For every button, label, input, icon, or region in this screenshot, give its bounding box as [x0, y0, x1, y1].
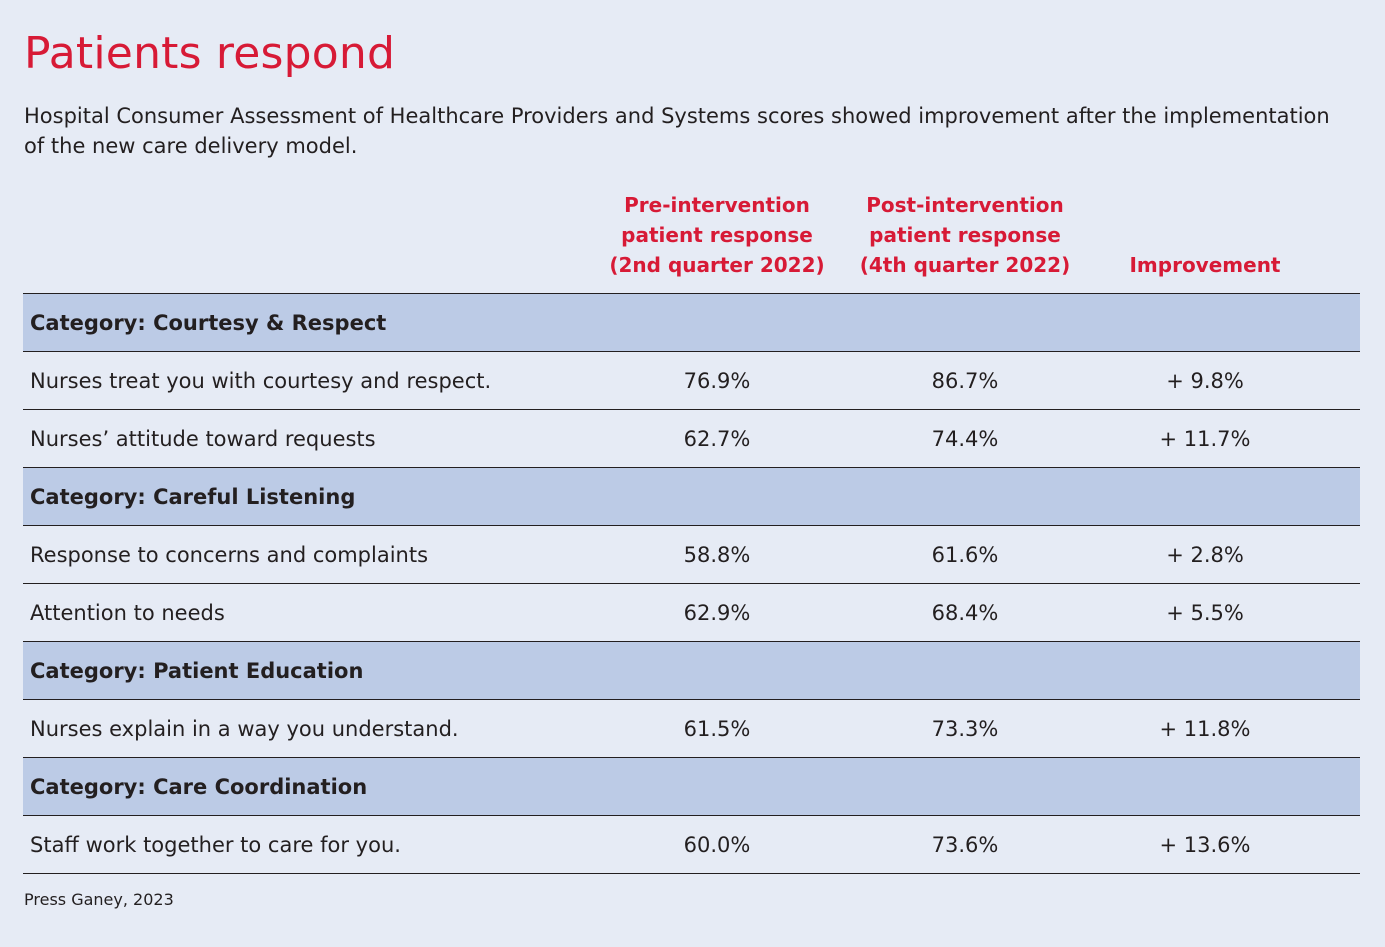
table-row: Staff work together to care for you. 60.…	[23, 816, 1360, 874]
column-header-post-intervention: Post-intervention patient response (4th …	[840, 190, 1090, 280]
column-header-pre-line-2: patient response	[621, 223, 813, 247]
measure-label: Nurses’ attitude toward requests	[30, 426, 376, 451]
category-label: Category: Courtesy & Respect	[30, 310, 387, 335]
post-value: 61.6%	[931, 542, 999, 567]
table-row: Nurses explain in a way you understand. …	[23, 700, 1360, 758]
pre-value: 62.7%	[683, 426, 751, 451]
post-value: 86.7%	[931, 368, 999, 393]
post-value: 74.4%	[931, 426, 999, 451]
post-value: 73.6%	[931, 832, 999, 857]
improvement-value: + 5.5%	[1166, 600, 1244, 625]
category-row-education: Category: Patient Education	[23, 642, 1360, 700]
measure-label: Nurses treat you with courtesy and respe…	[30, 368, 492, 393]
table-row: Attention to needs 62.9% 68.4% + 5.5%	[23, 584, 1360, 642]
improvement-value: + 2.8%	[1166, 542, 1244, 567]
pre-value: 58.8%	[683, 542, 751, 567]
improvement-value: + 11.8%	[1159, 716, 1251, 741]
column-header-pre-line-3: (2nd quarter 2022)	[609, 253, 825, 277]
measure-label: Nurses explain in a way you understand.	[30, 716, 459, 741]
measure-label: Staff work together to care for you.	[30, 832, 401, 857]
column-header-pre-line-1: Pre-intervention	[624, 193, 810, 217]
column-header-improvement: Improvement	[1080, 190, 1330, 280]
post-value: 68.4%	[931, 600, 999, 625]
measure-label: Response to concerns and complaints	[30, 542, 429, 567]
column-header-pre-intervention: Pre-intervention patient response (2nd q…	[592, 190, 842, 280]
page-title: Patients respond	[24, 28, 396, 79]
table-row: Response to concerns and complaints 58.8…	[23, 526, 1360, 584]
table-row: Nurses treat you with courtesy and respe…	[23, 352, 1360, 410]
column-header-post-line-1: Post-intervention	[866, 193, 1064, 217]
category-label: Category: Patient Education	[30, 658, 364, 683]
pre-value: 60.0%	[683, 832, 751, 857]
improvement-value: + 11.7%	[1159, 426, 1251, 451]
measure-label: Attention to needs	[30, 600, 225, 625]
source-credit: Press Ganey, 2023	[24, 890, 174, 909]
results-table: Category: Courtesy & Respect Nurses trea…	[23, 293, 1360, 874]
post-value: 73.3%	[931, 716, 999, 741]
category-row-listening: Category: Careful Listening	[23, 468, 1360, 526]
category-label: Category: Care Coordination	[30, 774, 368, 799]
page-subtitle: Hospital Consumer Assessment of Healthca…	[24, 104, 1330, 158]
pre-value: 62.9%	[683, 600, 751, 625]
column-header-post-line-2: patient response	[869, 223, 1061, 247]
category-label: Category: Careful Listening	[30, 484, 356, 509]
improvement-value: + 9.8%	[1166, 368, 1244, 393]
column-header-post-line-3: (4th quarter 2022)	[859, 253, 1071, 277]
improvement-value: + 13.6%	[1159, 832, 1251, 857]
column-header-improvement-label: Improvement	[1129, 253, 1281, 277]
pre-value: 76.9%	[683, 368, 751, 393]
table-row: Nurses’ attitude toward requests 62.7% 7…	[23, 410, 1360, 468]
pre-value: 61.5%	[683, 716, 751, 741]
category-row-coordination: Category: Care Coordination	[23, 758, 1360, 816]
category-row-courtesy: Category: Courtesy & Respect	[23, 294, 1360, 352]
